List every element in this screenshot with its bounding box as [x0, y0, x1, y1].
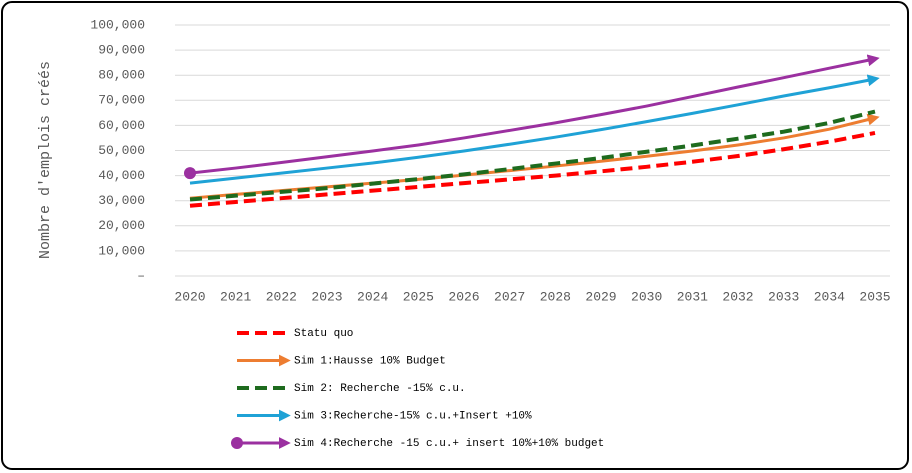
legend-label: Sim 1:Hausse 10% Budget	[294, 355, 446, 367]
y-tick-label: –	[137, 268, 145, 283]
series-line	[189, 109, 876, 202]
legend-label: Sim 2: Recherche -15% c.u.	[294, 383, 466, 395]
x-tick-label: 2034	[814, 289, 845, 304]
x-tick-label: 2024	[357, 289, 388, 304]
y-tick-label: 80,000	[98, 68, 145, 83]
x-tick-label: 2027	[494, 289, 525, 304]
x-tick-label: 2022	[266, 289, 297, 304]
x-tick-label: 2020	[174, 289, 205, 304]
y-axis-title: Nombre d'emplois créés	[37, 61, 54, 259]
legend-label: Sim 4:Recherche -15 c.u.+ insert 10%+10%…	[294, 438, 604, 450]
y-tick-label: 30,000	[98, 193, 145, 208]
legend-label: Sim 3:Recherche-15% c.u.+Insert +10%	[294, 410, 532, 422]
x-tick-label: 2026	[448, 289, 479, 304]
series-line	[189, 54, 880, 175]
x-tick-label: 2035	[859, 289, 890, 304]
x-tick-label: 2032	[722, 289, 753, 304]
x-tick-label: 2021	[220, 289, 251, 304]
y-tick-label: 50,000	[98, 143, 145, 158]
legend-marker	[231, 437, 243, 449]
y-tick-label: 10,000	[98, 243, 145, 258]
y-tick-label: 90,000	[98, 43, 145, 58]
x-tick-label: 2033	[768, 289, 799, 304]
x-tick-label: 2029	[585, 289, 616, 304]
series-line	[189, 74, 880, 185]
x-tick-label: 2023	[311, 289, 342, 304]
x-tick-label: 2025	[403, 289, 434, 304]
x-tick-label: 2028	[540, 289, 571, 304]
y-tick-label: 40,000	[98, 168, 145, 183]
series-line	[189, 130, 876, 208]
y-tick-label: 20,000	[98, 218, 145, 233]
y-tick-label: 100,000	[90, 17, 145, 32]
legend-label: Statu quo	[294, 328, 353, 340]
y-tick-label: 60,000	[98, 118, 145, 133]
x-tick-label: 2031	[677, 289, 708, 304]
x-tick-label: 2030	[631, 289, 662, 304]
start-marker	[184, 167, 196, 180]
y-tick-label: 70,000	[98, 93, 145, 108]
